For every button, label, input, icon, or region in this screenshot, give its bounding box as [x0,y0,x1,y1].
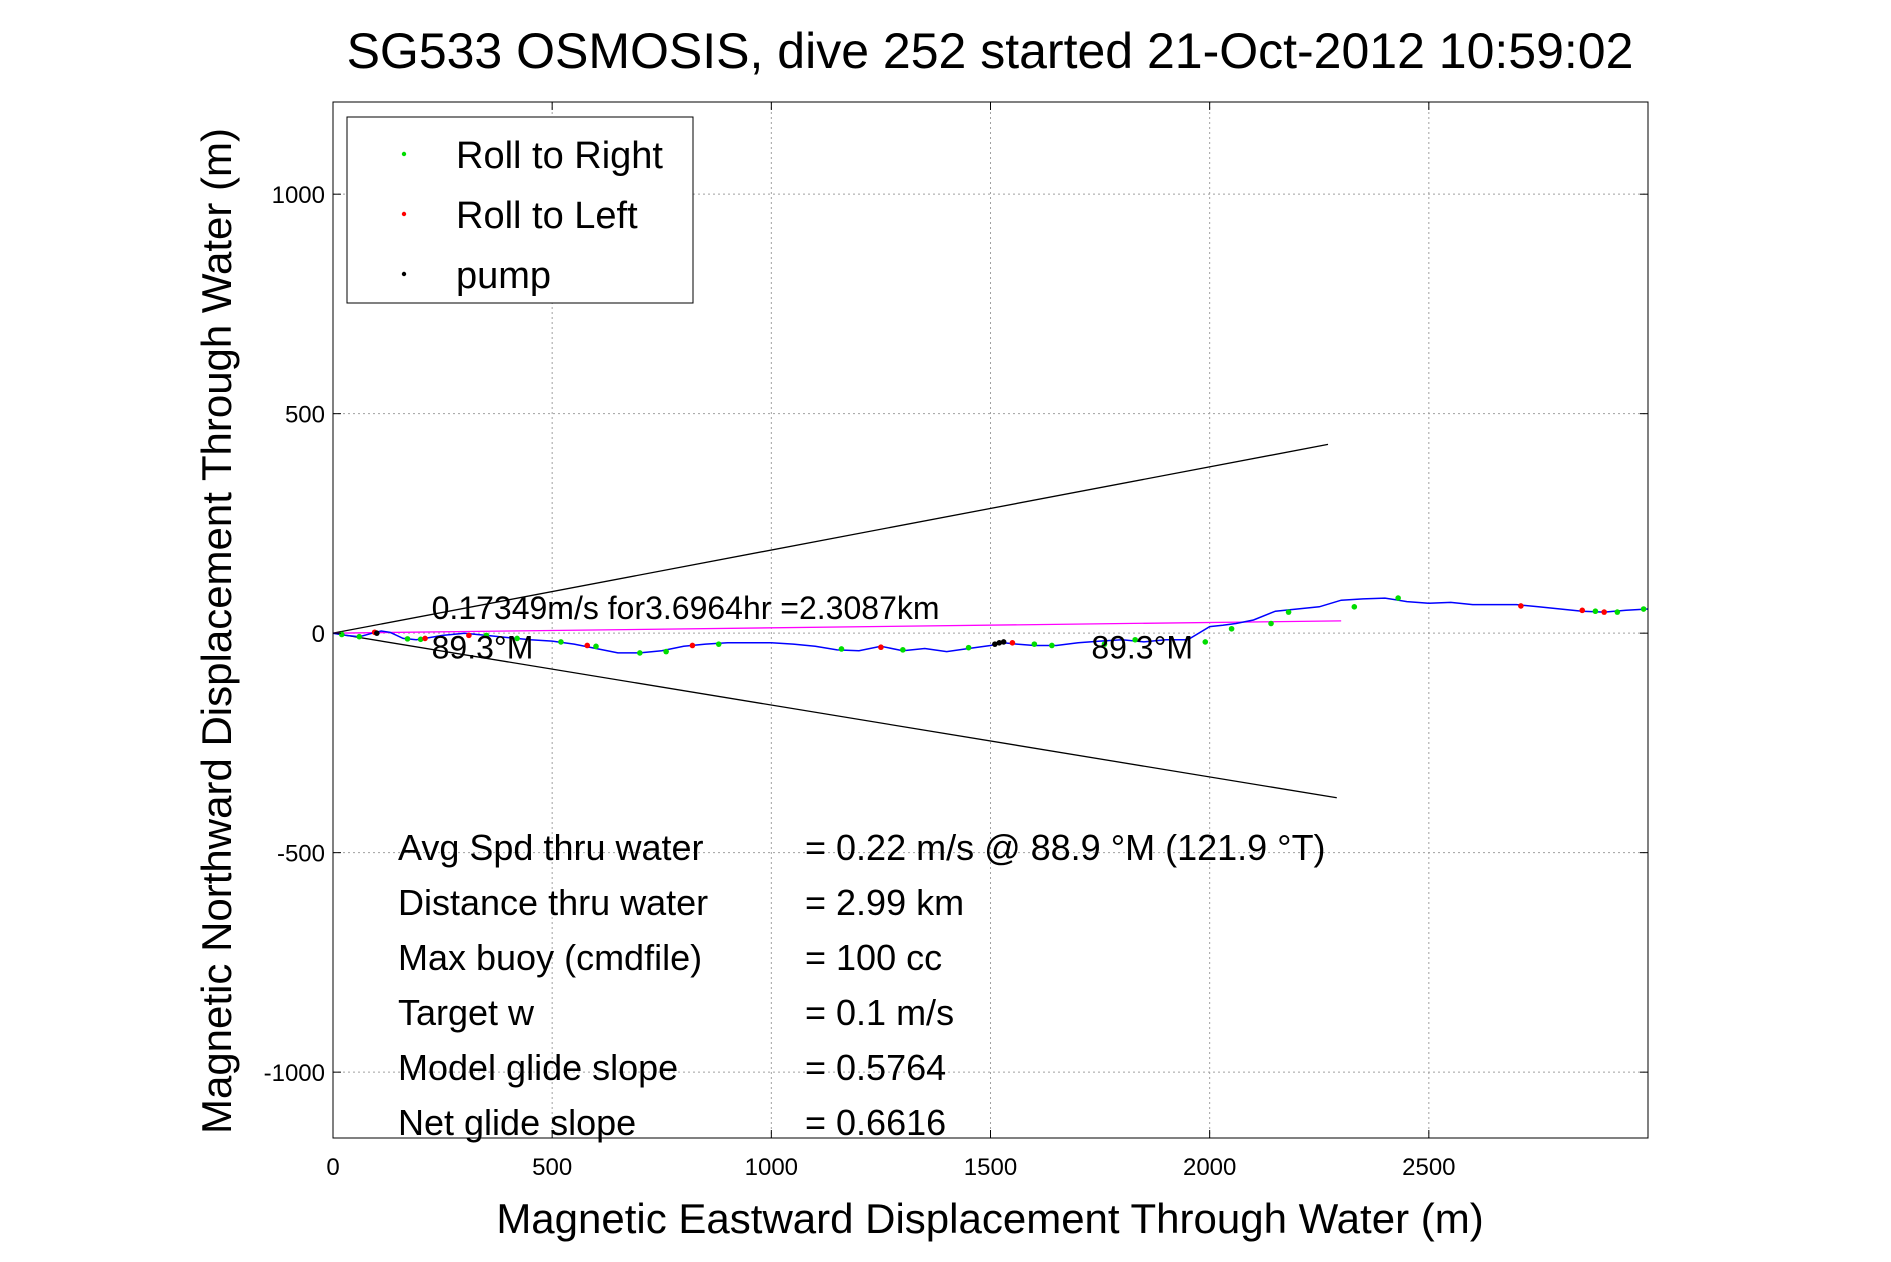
stat-label: Model glide slope [398,1047,678,1088]
x-tick-label: 1500 [964,1154,1017,1181]
heading-lines [332,443,1342,799]
roll-right-point [1351,604,1358,610]
roll-right-point [965,644,972,651]
roll-right-point [1202,639,1209,645]
current-vector-label: 0.17349m/s for3.6964hr =2.3087km [432,590,940,626]
roll-left-point [1579,607,1586,614]
roll-right-point [715,641,722,647]
y-axis-ticks: -1000 -500 0 500 1000 [264,182,1648,1087]
roll-right-point [637,650,643,656]
roll-left-point [689,642,696,649]
y-tick-label: 1000 [272,182,325,209]
roll-right-point [404,636,411,642]
y-axis-label: Magnetic Northward Displacement Through … [193,128,240,1134]
roll-left-point [466,632,472,639]
roll-left-point [1601,609,1607,615]
roll-right-point [1285,609,1292,615]
grid [333,102,1648,1138]
stat-value: = 0.1 m/s [805,992,954,1033]
legend-label: Roll to Left [456,195,638,237]
x-axis-label: Magnetic Eastward Displacement Through W… [496,1195,1483,1242]
desired-heading-lower-line [332,632,1337,799]
x-tick-label: 500 [532,1154,572,1181]
legend-label: Roll to Right [456,135,663,177]
stat-label: Max buoy (cmdfile) [398,937,702,978]
roll-left-point [1009,640,1016,646]
current-vector-line [332,620,1342,634]
roll-right-point [1614,609,1621,615]
roll-right-point [1101,641,1108,647]
roll-left-point [584,642,591,649]
x-tick-label: 2500 [1402,1154,1455,1181]
legend-marker [401,211,407,217]
stat-value: = 100 cc [805,937,942,978]
roll-right-point [900,647,906,653]
pump-point [374,630,380,636]
roll-right-point [1228,625,1235,632]
stat-label: Net glide slope [398,1102,636,1143]
roll-right-point [1640,606,1647,612]
roll-right-point [338,631,345,638]
heading-label-left: 89.3°M [432,630,534,666]
roll-right-point [1268,620,1274,627]
x-tick-label: 1000 [745,1154,798,1181]
desired-heading-upper-line [332,443,1329,634]
roll-right-point [483,632,490,639]
pump-point [1000,639,1007,645]
legend-label: pump [456,255,551,297]
x-tick-label: 2000 [1183,1154,1236,1181]
chart-title: SG533 OSMOSIS, dive 252 started 21-Oct-2… [347,23,1634,79]
legend: Roll to Right Roll to Left pump [346,116,694,304]
stat-value: = 2.99 km [805,882,964,923]
pump-point [996,640,1003,646]
pump-point [992,641,998,647]
stat-value: = 0.6616 [805,1102,946,1143]
roll-right-point [514,635,520,642]
x-tick-label: 0 [326,1154,339,1181]
roll-right-point [1395,595,1401,601]
stat-label: Target w [398,992,535,1033]
y-tick-label: 500 [285,402,325,429]
roll-left-point [1518,603,1524,609]
legend-marker [401,151,407,157]
roll-left-point [422,635,428,642]
legend-marker [401,271,407,277]
y-tick-label: -500 [277,841,325,868]
roll-right-point [1592,608,1599,615]
x-axis-ticks: 0 500 1000 1500 2000 2500 [326,102,1456,1181]
roll-right-point [417,636,424,643]
roll-right-point [558,639,564,645]
stat-label: Distance thru water [398,882,708,923]
heading-label-right: 89.3°M [1091,630,1193,666]
stat-value: = 0.5764 [805,1047,946,1088]
roll-right-point [356,633,363,640]
data-points [338,595,1647,656]
roll-right-point [593,643,599,650]
roll-right-point [1031,641,1038,647]
roll-right-point [838,646,845,652]
y-tick-label: -1000 [264,1060,325,1087]
stat-label: Avg Spd thru water [398,827,704,868]
roll-right-point [1132,636,1138,643]
y-tick-label: 0 [312,621,325,648]
stat-value: = 0.22 m/s @ 88.9 °M (121.9 °T) [805,827,1326,868]
roll-right-point [1049,642,1055,649]
dive-stats: Avg Spd thru water = 0.22 m/s @ 88.9 °M (… [398,827,1326,1143]
roll-left-point [878,644,884,651]
roll-right-point [663,648,669,655]
